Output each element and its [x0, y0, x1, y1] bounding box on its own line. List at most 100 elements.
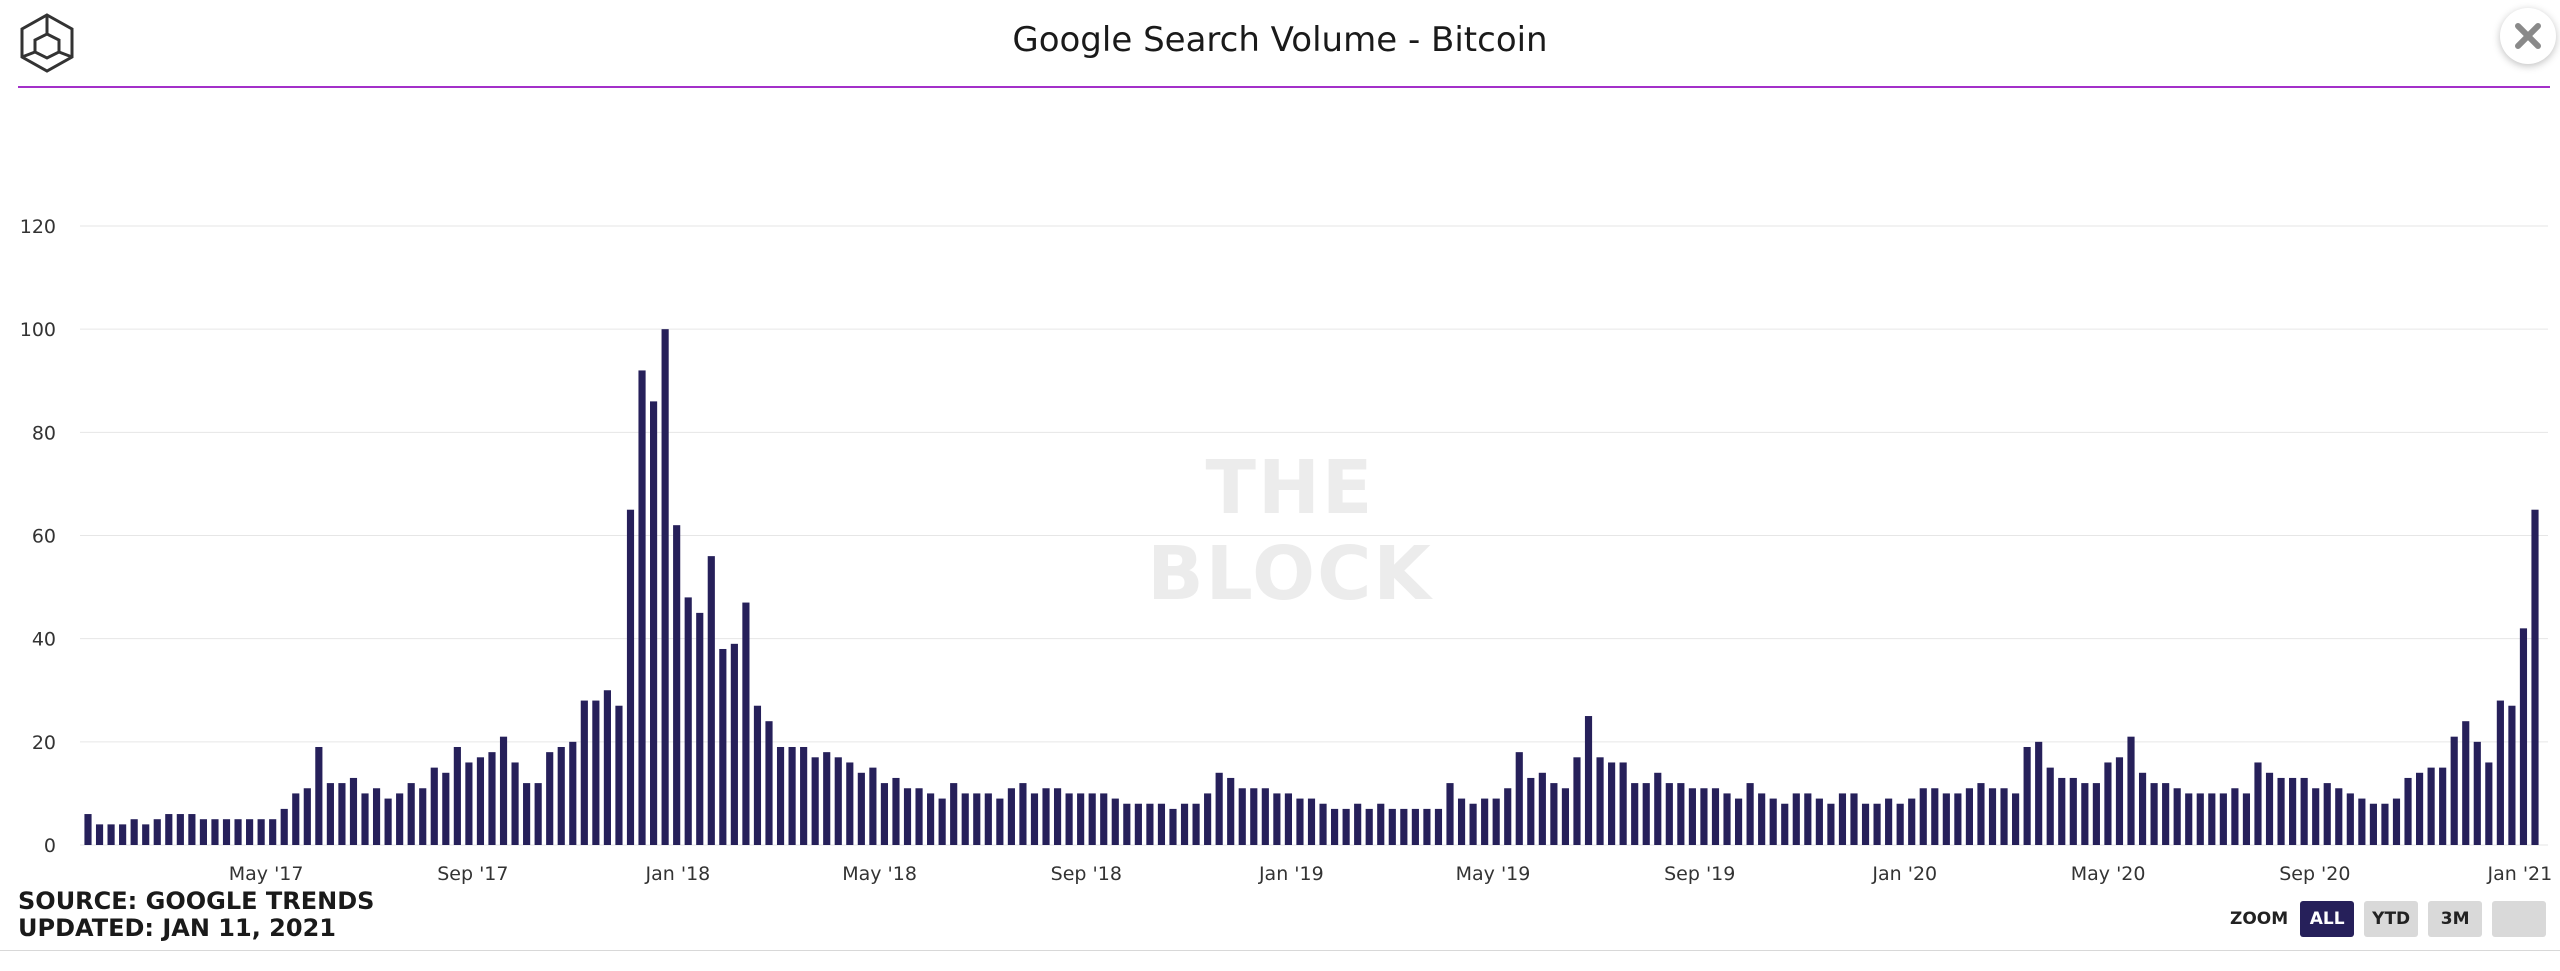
bar[interactable] [1711, 788, 1720, 845]
bar[interactable] [1977, 783, 1985, 845]
bar[interactable] [84, 814, 92, 845]
bar[interactable] [2127, 736, 2135, 845]
bar[interactable] [2392, 798, 2401, 845]
bar[interactable] [1296, 798, 1304, 845]
bar[interactable] [1746, 783, 1754, 845]
bar[interactable] [903, 788, 912, 845]
bar[interactable] [165, 814, 173, 845]
bar[interactable] [1665, 783, 1673, 845]
bar[interactable] [1354, 803, 1362, 845]
bar[interactable] [1815, 798, 1823, 845]
bar[interactable] [776, 746, 785, 845]
bar[interactable] [1515, 752, 1523, 845]
bar[interactable] [569, 741, 577, 845]
bar[interactable] [1134, 803, 1142, 845]
bar[interactable] [938, 798, 946, 845]
bar[interactable] [1838, 793, 1847, 845]
bar[interactable] [1942, 793, 1950, 845]
bar[interactable] [2242, 793, 2251, 845]
bar[interactable] [2369, 803, 2377, 845]
bar[interactable] [1873, 803, 1881, 845]
bar[interactable] [372, 788, 381, 845]
bar[interactable] [650, 401, 658, 845]
bar[interactable] [1088, 793, 1096, 845]
bar[interactable] [973, 793, 981, 845]
bar[interactable] [499, 736, 508, 845]
bar[interactable] [1619, 762, 1627, 845]
bar[interactable] [211, 819, 219, 845]
bar[interactable] [2508, 705, 2516, 845]
bar[interactable] [1250, 788, 1258, 845]
bar[interactable] [2058, 777, 2066, 845]
bar[interactable] [338, 783, 346, 845]
bar[interactable] [2450, 736, 2458, 845]
bar[interactable] [2046, 767, 2054, 845]
bar[interactable] [834, 757, 842, 845]
bar[interactable] [2208, 793, 2216, 845]
bar[interactable] [1261, 788, 1269, 845]
bar[interactable] [1758, 793, 1766, 845]
bar[interactable] [1827, 803, 1835, 845]
bar[interactable] [742, 602, 750, 845]
bar[interactable] [2185, 793, 2193, 845]
bar[interactable] [1481, 798, 1489, 845]
bar[interactable] [1734, 798, 1743, 845]
bar[interactable] [303, 788, 311, 845]
bar[interactable] [1596, 757, 1604, 845]
bar[interactable] [465, 762, 473, 845]
bar[interactable] [2173, 788, 2181, 845]
bar[interactable] [1146, 803, 1154, 845]
bar[interactable] [2012, 793, 2020, 845]
bar[interactable] [1434, 808, 1443, 845]
bar[interactable] [2415, 772, 2424, 845]
bar[interactable] [2312, 788, 2320, 845]
bar[interactable] [1688, 788, 1696, 845]
bar[interactable] [361, 793, 369, 845]
bar[interactable] [707, 556, 715, 845]
bar[interactable] [280, 808, 288, 845]
bar[interactable] [730, 643, 738, 845]
bar[interactable] [753, 705, 762, 845]
bar[interactable] [2473, 741, 2481, 845]
bar[interactable] [1423, 808, 1431, 845]
bar[interactable] [1573, 757, 1581, 845]
bar[interactable] [2346, 793, 2354, 845]
bar[interactable] [2000, 788, 2008, 845]
bar[interactable] [996, 798, 1004, 845]
bar[interactable] [1307, 798, 1316, 845]
bar[interactable] [1007, 788, 1015, 845]
bar[interactable] [95, 824, 104, 845]
bar[interactable] [430, 767, 438, 845]
bar[interactable] [1377, 803, 1385, 845]
bar[interactable] [2381, 803, 2389, 845]
bar[interactable] [1700, 788, 1708, 845]
bar[interactable] [1954, 793, 1962, 845]
bar[interactable] [580, 700, 588, 845]
bar[interactable] [1504, 788, 1512, 845]
bar[interactable] [1342, 808, 1350, 845]
bar[interactable] [1965, 788, 1973, 845]
bar[interactable] [846, 762, 854, 845]
bar[interactable] [1931, 788, 1939, 845]
bar[interactable] [419, 788, 427, 845]
bar[interactable] [1411, 808, 1419, 845]
bar[interactable] [1608, 762, 1616, 845]
bar[interactable] [1988, 788, 1997, 845]
bar[interactable] [349, 777, 358, 845]
bar[interactable] [2069, 777, 2077, 845]
bar[interactable] [961, 793, 969, 845]
bar[interactable] [1723, 793, 1731, 845]
bar[interactable] [1331, 808, 1339, 845]
bar[interactable] [1100, 793, 1108, 845]
bar[interactable] [2254, 762, 2262, 845]
bar[interactable] [257, 819, 265, 845]
bar[interactable] [119, 824, 127, 845]
bar[interactable] [523, 783, 531, 845]
bar[interactable] [880, 783, 889, 845]
bar[interactable] [857, 772, 865, 845]
bar[interactable] [2485, 762, 2493, 845]
bar[interactable] [488, 752, 496, 845]
bar[interactable] [1584, 716, 1593, 845]
bar[interactable] [1654, 772, 1662, 845]
bar[interactable] [1469, 803, 1477, 845]
